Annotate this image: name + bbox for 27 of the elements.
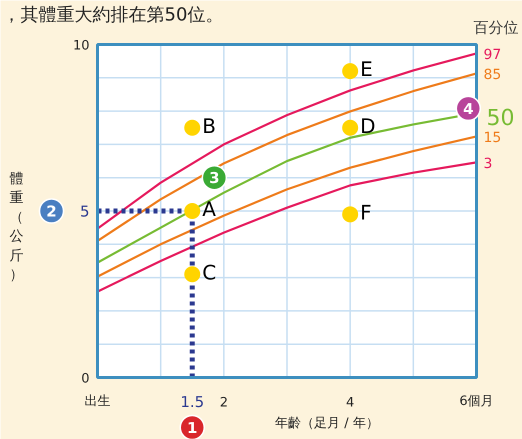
series-label: 50 — [486, 106, 514, 131]
x-tick-label: 2 — [220, 396, 228, 410]
data-label: D — [360, 114, 376, 138]
y-tick-label: 10 — [72, 38, 90, 54]
series-label: 97 — [484, 46, 502, 63]
chart-title: ，其體重大約排在第50位。 — [2, 4, 224, 26]
x-tick-label: 4 — [346, 396, 354, 410]
data-label: C — [202, 260, 216, 284]
x-tick-label: 出生 — [84, 394, 110, 409]
data-label: F — [360, 200, 372, 224]
data-label: B — [202, 114, 216, 138]
legend-title: 百分位 — [474, 18, 518, 36]
data-label: A — [202, 197, 216, 221]
y-tick-label: 0 — [81, 372, 90, 386]
annotation: 4 — [463, 100, 474, 118]
y-tick-label: 5 — [80, 202, 90, 220]
series-label: 3 — [484, 156, 492, 172]
series-label: 15 — [484, 130, 502, 146]
series-label: 85 — [484, 66, 502, 83]
x-axis-title: 年齡（足月 / 年） — [275, 416, 379, 431]
x-tick-label: 1.5 — [180, 393, 204, 411]
data-label: E — [360, 57, 373, 82]
x-tick-label: 6個月 — [459, 394, 494, 409]
annotation: 3 — [209, 169, 220, 188]
text: 1 — [187, 419, 198, 437]
y-axis-title: 體重（公斤） — [10, 171, 24, 283]
text: 2 — [46, 202, 57, 220]
